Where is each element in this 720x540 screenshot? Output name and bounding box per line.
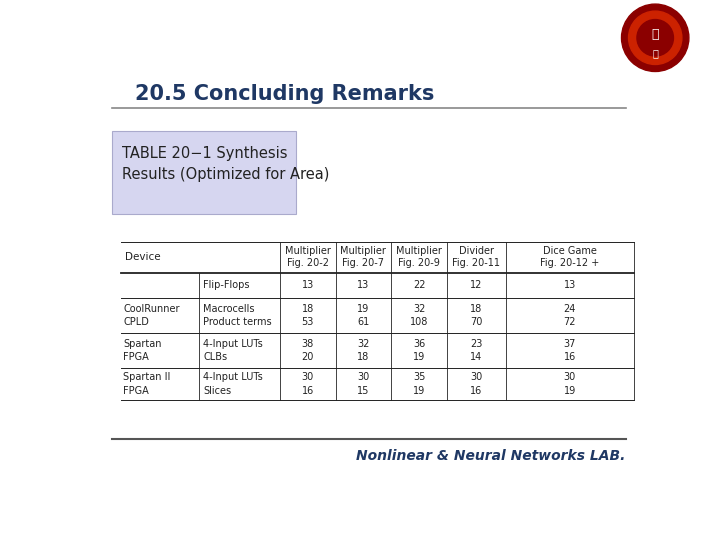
Text: 徽: 徽 xyxy=(652,48,658,58)
Circle shape xyxy=(621,4,689,71)
Text: Macrocells
Product terms: Macrocells Product terms xyxy=(203,303,272,327)
Text: 13: 13 xyxy=(302,280,314,290)
Text: 19
61: 19 61 xyxy=(357,303,369,327)
Text: 36
19: 36 19 xyxy=(413,339,426,362)
Text: 30
16: 30 16 xyxy=(302,372,314,395)
Text: 4-Input LUTs
CLBs: 4-Input LUTs CLBs xyxy=(203,339,263,362)
Text: 20.5 Concluding Remarks: 20.5 Concluding Remarks xyxy=(135,84,434,104)
Text: 38
20: 38 20 xyxy=(302,339,314,362)
Text: Dice Game
Fig. 20-12 +: Dice Game Fig. 20-12 + xyxy=(540,246,600,268)
Text: Device: Device xyxy=(125,252,161,262)
Text: 30
19: 30 19 xyxy=(564,372,576,395)
Text: 32
108: 32 108 xyxy=(410,303,428,327)
Text: TABLE 20−1 Synthesis
Results (Optimized for Area): TABLE 20−1 Synthesis Results (Optimized … xyxy=(122,146,330,183)
Circle shape xyxy=(629,11,682,64)
Text: Nonlinear & Neural Networks LAB.: Nonlinear & Neural Networks LAB. xyxy=(356,449,626,463)
FancyBboxPatch shape xyxy=(112,131,297,214)
Text: Divider
Fig. 20-11: Divider Fig. 20-11 xyxy=(452,246,500,268)
Text: Spartan
FPGA: Spartan FPGA xyxy=(124,339,162,362)
Text: Flip-Flops: Flip-Flops xyxy=(203,280,250,290)
Text: 校: 校 xyxy=(652,28,659,41)
Text: 18
70: 18 70 xyxy=(470,303,482,327)
Text: 18
53: 18 53 xyxy=(302,303,314,327)
Text: Spartan II
FPGA: Spartan II FPGA xyxy=(124,372,171,395)
Text: 35
19: 35 19 xyxy=(413,372,426,395)
Text: 12: 12 xyxy=(470,280,482,290)
Text: Multiplier
Fig. 20-7: Multiplier Fig. 20-7 xyxy=(341,246,387,268)
Text: 30
16: 30 16 xyxy=(470,372,482,395)
Text: 30
15: 30 15 xyxy=(357,372,369,395)
Text: 32
18: 32 18 xyxy=(357,339,369,362)
Text: 24
72: 24 72 xyxy=(564,303,576,327)
Text: 13: 13 xyxy=(564,280,576,290)
Text: Multiplier
Fig. 20-9: Multiplier Fig. 20-9 xyxy=(396,246,442,268)
Text: 4-Input LUTs
Slices: 4-Input LUTs Slices xyxy=(203,372,263,395)
Text: 13: 13 xyxy=(357,280,369,290)
Text: CoolRunner
CPLD: CoolRunner CPLD xyxy=(124,303,180,327)
Text: 23
14: 23 14 xyxy=(470,339,482,362)
Text: 37
16: 37 16 xyxy=(564,339,576,362)
Text: Multiplier
Fig. 20-2: Multiplier Fig. 20-2 xyxy=(284,246,330,268)
Text: 22: 22 xyxy=(413,280,426,290)
Circle shape xyxy=(637,19,673,56)
